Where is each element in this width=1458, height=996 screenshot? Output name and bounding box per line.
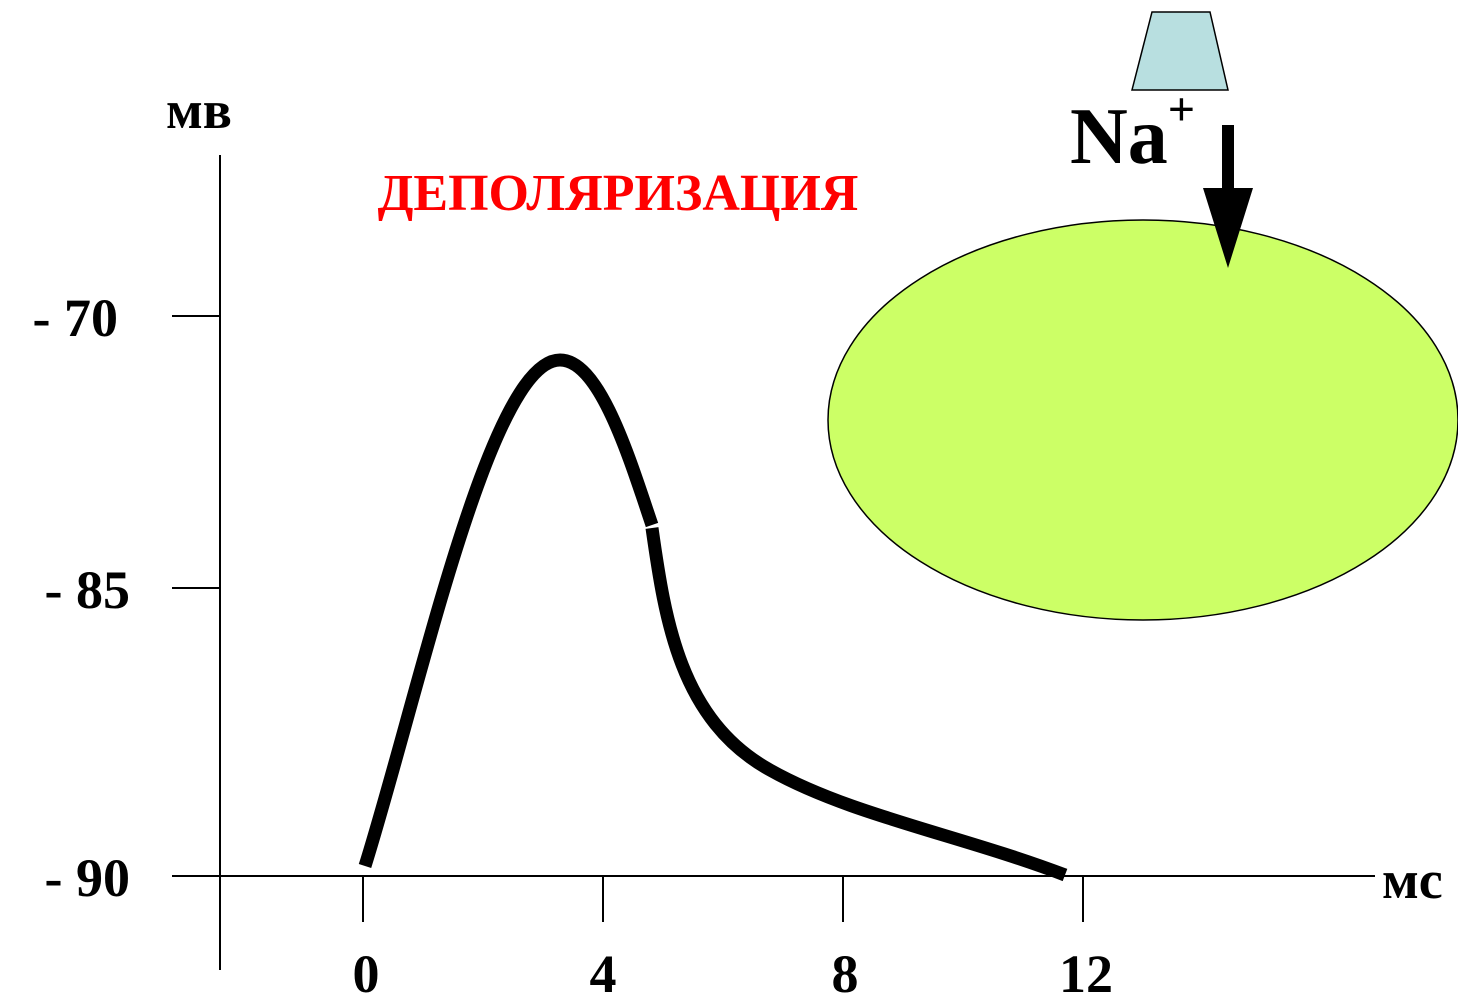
x-tick-label: 12 bbox=[1059, 944, 1113, 996]
y-tick-label: - 90 bbox=[45, 848, 130, 908]
y-axis-label: мв bbox=[166, 80, 232, 140]
x-axis-label: мс bbox=[1382, 850, 1443, 910]
x-tick-label: 4 bbox=[590, 944, 617, 996]
channel bbox=[1131, 11, 1229, 91]
y-tick-label: - 85 bbox=[45, 560, 130, 620]
ion-symbol: Na bbox=[1070, 93, 1168, 181]
arrow-head bbox=[1203, 188, 1253, 268]
y-tick-label: - 70 bbox=[33, 288, 118, 348]
x-tick-label: 0 bbox=[353, 944, 380, 996]
ion-charge: + bbox=[1168, 83, 1195, 136]
ion-label: Na+ bbox=[1070, 83, 1195, 181]
cell bbox=[827, 219, 1458, 621]
potential-curve bbox=[358, 353, 1068, 882]
x-tick-label: 8 bbox=[832, 944, 859, 996]
title: ДЕПОЛЯРИЗАЦИЯ bbox=[378, 165, 859, 222]
ticks bbox=[172, 315, 1084, 922]
